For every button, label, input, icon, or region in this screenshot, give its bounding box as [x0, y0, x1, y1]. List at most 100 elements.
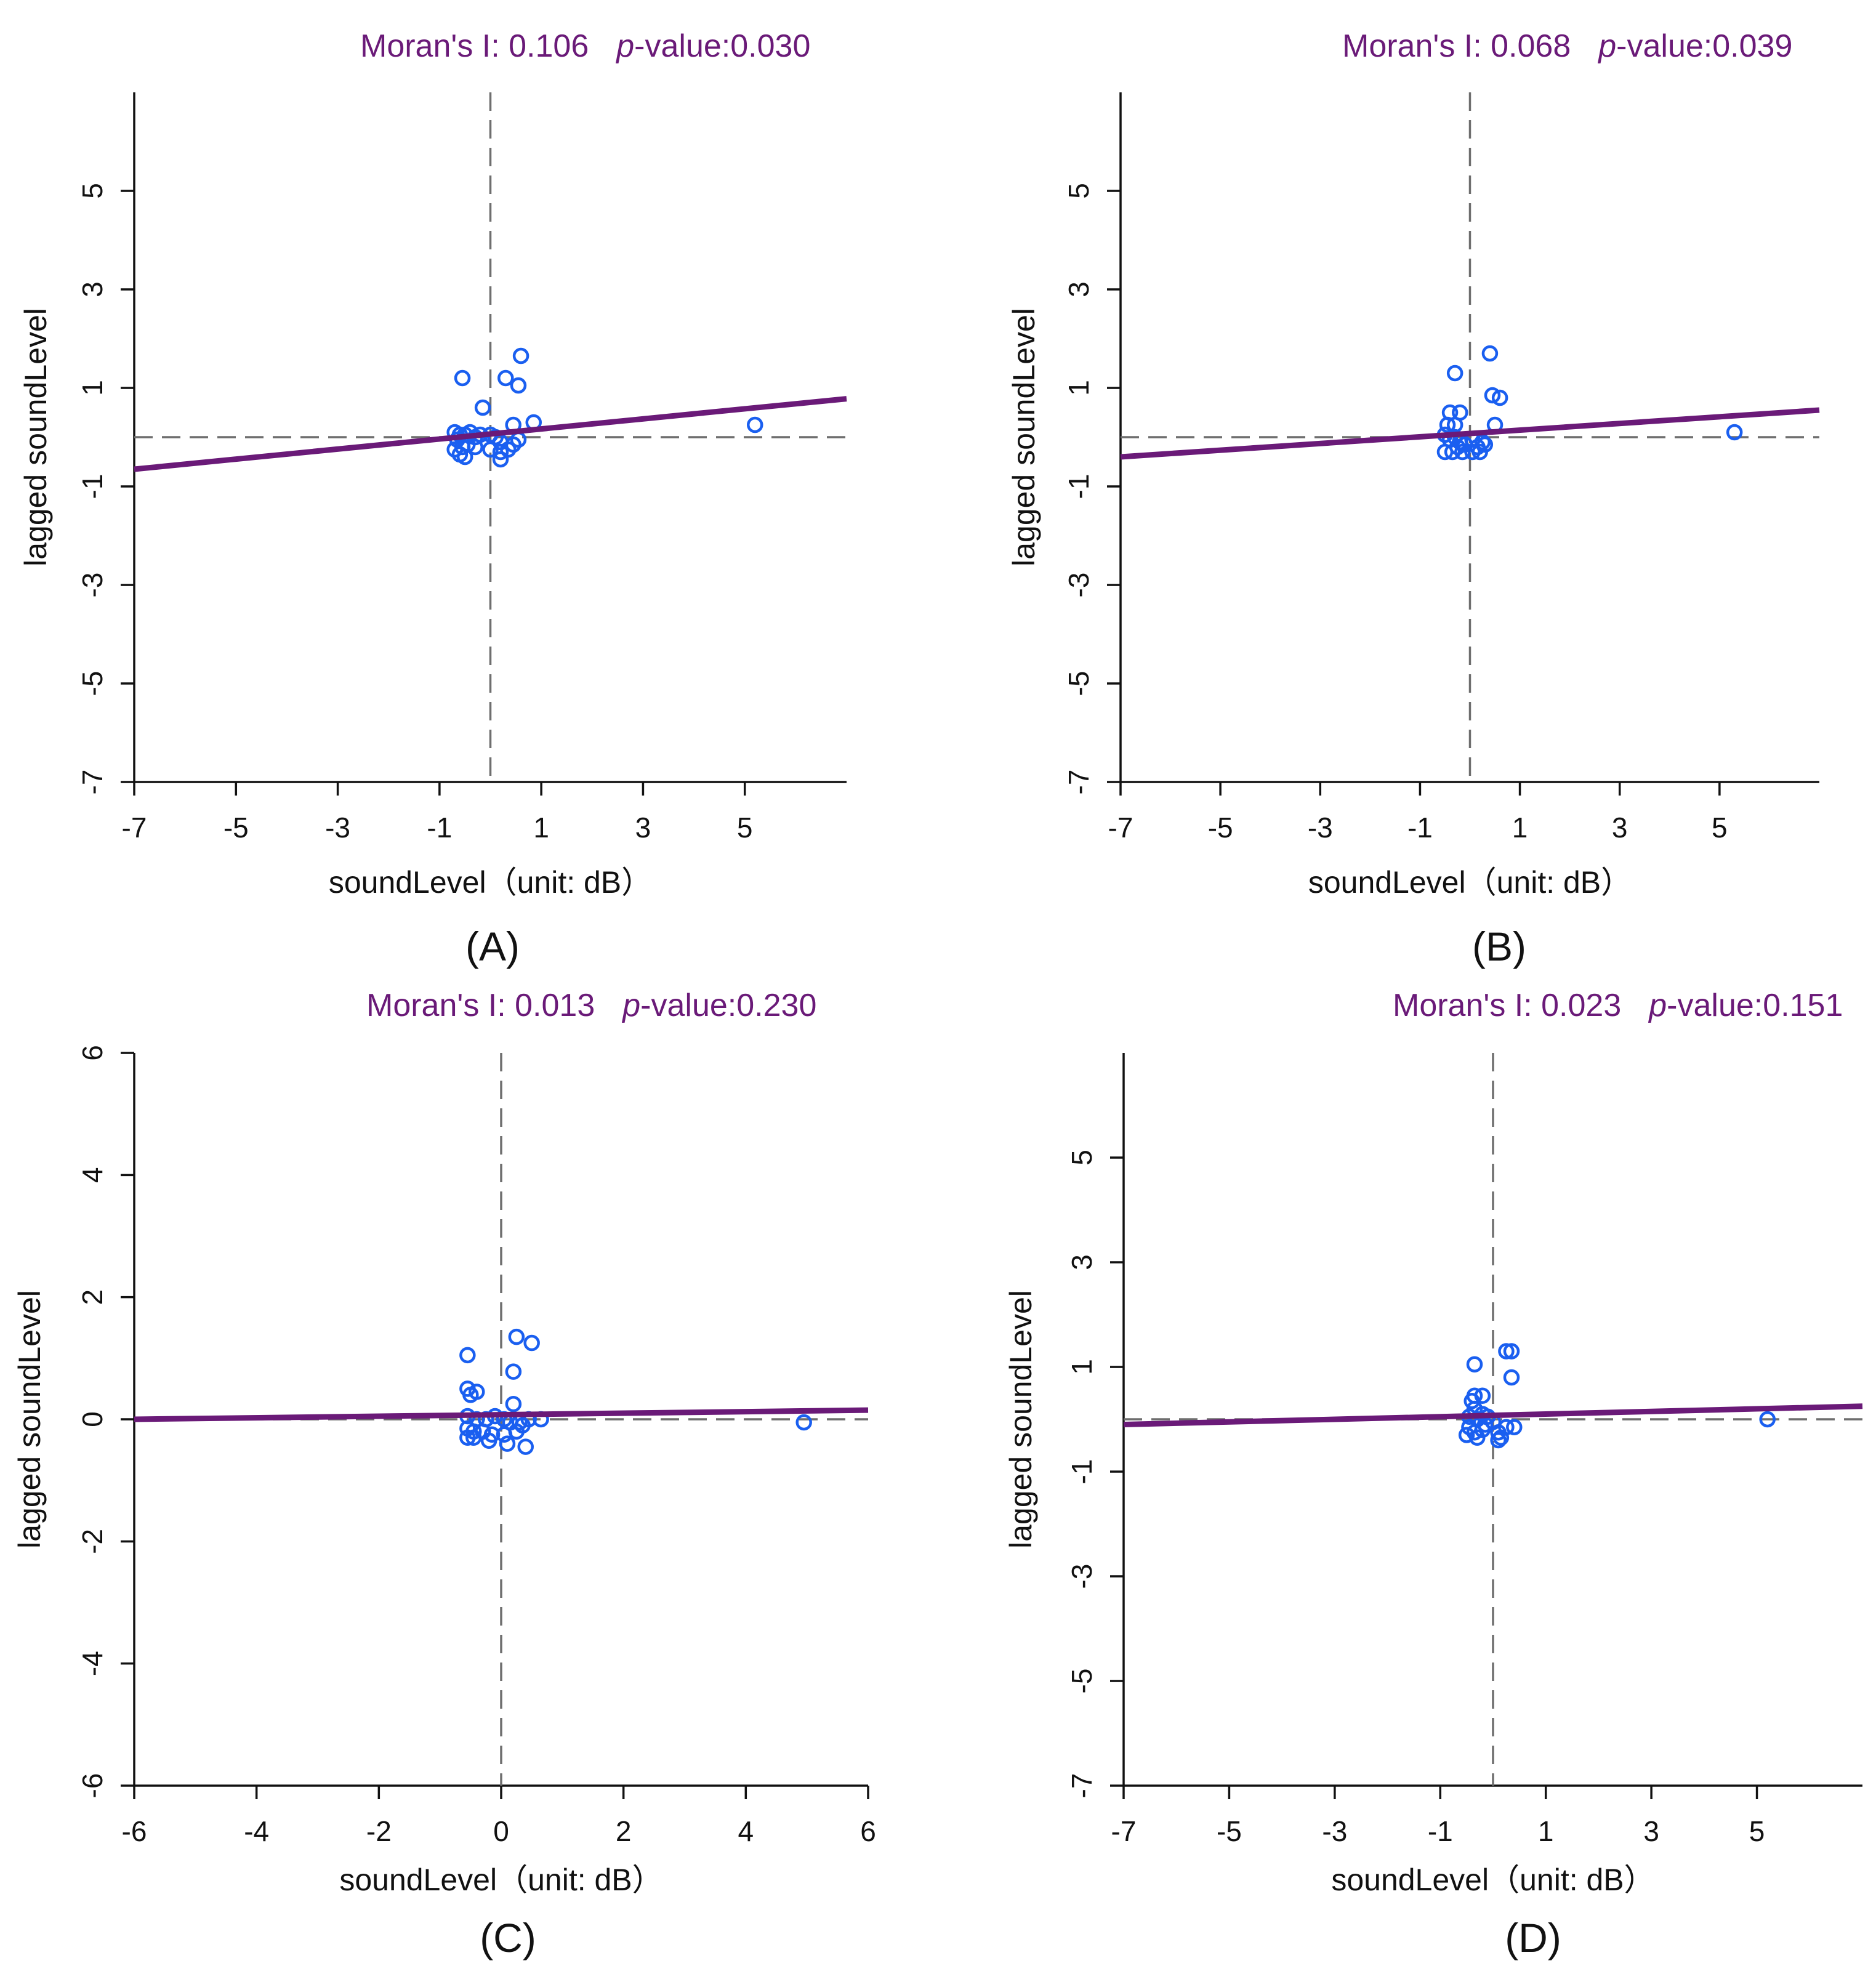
p-value-label: -value:0.151: [1667, 988, 1843, 1023]
moran-stat: Moran's I: 0.023 p-value:0.151: [1393, 988, 1843, 1023]
y-tick-label: 3: [1063, 281, 1095, 297]
y-tick-label: -7: [1063, 770, 1095, 795]
x-tick-label: 3: [1643, 1815, 1659, 1847]
data-point: [795, 1414, 812, 1431]
y-tick-label: 3: [76, 281, 108, 297]
x-tick-label: -6: [122, 1815, 147, 1847]
data-point: [474, 399, 491, 416]
p-italic: p: [621, 988, 640, 1023]
y-axis-label: lagged soundLevel: [1004, 1290, 1038, 1549]
panel-label: (C): [480, 1915, 536, 1961]
data-point: [1466, 1356, 1483, 1372]
data-point: [1444, 443, 1461, 461]
y-tick-label: -7: [1066, 1773, 1098, 1799]
data-point: [497, 369, 514, 387]
p-value-label: -value:0.230: [640, 988, 816, 1023]
moran-i-label: Moran's I: 0.013: [366, 988, 595, 1023]
scatter-panel-a: -7 -5 -3 -1 1 3 5 -7 -5 -3 -1 1 3 5 Moran's I: 0.106 p-…: [18, 28, 847, 969]
data-point: [1490, 1432, 1507, 1449]
data-point: [510, 377, 527, 394]
y-axis-label: lagged soundLevel: [12, 1290, 47, 1549]
data-point: [1439, 416, 1456, 433]
x-tick-label: -1: [1428, 1815, 1453, 1847]
regression-line: [1123, 1403, 1863, 1427]
x-tick-label: 5: [737, 812, 753, 844]
data-point: [492, 443, 509, 461]
data-point: [459, 1429, 476, 1446]
x-tick-label: 6: [860, 1815, 876, 1847]
data-point: [1481, 345, 1499, 362]
y-tick-label: 2: [76, 1289, 108, 1305]
data-point: [505, 1395, 522, 1413]
data-point: [446, 441, 463, 458]
x-tick-label: 1: [1512, 812, 1528, 844]
p-italic: p: [1648, 988, 1667, 1023]
y-tick-label: -5: [1063, 671, 1095, 696]
data-point: [500, 441, 517, 458]
regression-line: [1120, 407, 1820, 460]
x-tick-label: 1: [533, 812, 549, 844]
data-point: [1503, 1369, 1520, 1386]
y-tick-label: -5: [1066, 1669, 1098, 1694]
y-tick-label: -2: [76, 1529, 108, 1554]
data-point: [462, 1387, 479, 1403]
panel-label: (A): [465, 924, 520, 969]
data-point: [1458, 1427, 1475, 1443]
data-point: [1476, 436, 1494, 453]
x-axis-label: soundLevel（unit: dB）: [1331, 1863, 1654, 1897]
data-point: [465, 1429, 482, 1446]
x-tick-label: -7: [1111, 1815, 1137, 1847]
moran-stat: Moran's I: 0.013 p-value:0.230: [366, 988, 816, 1023]
x-tick-label: -7: [122, 812, 147, 844]
x-tick-label: 0: [493, 1815, 509, 1847]
regression-line: [134, 396, 847, 472]
y-tick-label: 5: [1063, 183, 1095, 199]
data-point: [505, 1363, 522, 1380]
scatter-panel-c: -6 -4 -2 0 2 4 6 -6 -4 -2 0 2 4 6 Moran's I: 0.013 p-va…: [12, 988, 876, 1961]
x-axis-label: soundLevel（unit: dB）: [339, 1863, 662, 1897]
x-tick-label: -1: [1407, 812, 1433, 844]
scatter-panel-d: -7 -5 -3 -1 1 3 5 -7 -5 -3 -1 1 3 5 Moran's I: 0.023 p-…: [1004, 988, 1863, 1961]
y-tick-label: 3: [1066, 1254, 1098, 1270]
moran-stat: Moran's I: 0.106 p-value:0.030: [360, 28, 810, 64]
data-point: [1454, 443, 1471, 461]
y-tick-label: -3: [76, 573, 108, 598]
data-point: [1464, 443, 1481, 461]
y-tick-label: 5: [1066, 1150, 1098, 1166]
x-tick-label: 5: [1712, 812, 1728, 844]
y-tick-label: -7: [76, 770, 108, 795]
y-tick-label: -1: [76, 474, 108, 499]
moran-i-label: Moran's I: 0.023: [1393, 988, 1621, 1023]
x-tick-label: -5: [1208, 812, 1233, 844]
y-tick-label: -4: [76, 1651, 108, 1676]
x-tick-label: 4: [738, 1815, 754, 1847]
x-axis-label: soundLevel（unit: dB）: [1308, 865, 1632, 900]
y-tick-label: -1: [1066, 1459, 1098, 1485]
scatter-panel-b: -7 -5 -3 -1 1 3 5 -7 -5 -3 -1 1 3 5 Moran's I: 0.068 p-…: [1007, 28, 1820, 969]
data-point: [1503, 1343, 1520, 1360]
panel-label: (B): [1472, 924, 1526, 969]
data-point: [1491, 389, 1508, 406]
x-tick-label: -3: [1308, 812, 1333, 844]
x-tick-label: -4: [244, 1815, 269, 1847]
data-point: [1463, 1393, 1480, 1409]
p-italic: p: [1597, 28, 1616, 64]
moran-i-label: Moran's I: 0.068: [1342, 28, 1571, 64]
y-tick-label: 6: [76, 1045, 108, 1061]
x-tick-label: 3: [1612, 812, 1628, 844]
data-point: [492, 451, 509, 468]
data-point: [512, 347, 529, 365]
y-tick-label: 5: [76, 183, 108, 199]
y-tick-label: 1: [1063, 380, 1095, 396]
data-point: [482, 441, 499, 458]
data-point: [508, 1328, 525, 1345]
x-tick-label: 2: [616, 1815, 632, 1847]
y-tick-label: 1: [76, 380, 108, 396]
p-value-label: -value:0.039: [1616, 28, 1792, 64]
moran-stat: Moran's I: 0.068 p-value:0.039: [1342, 28, 1792, 64]
data-point: [454, 369, 471, 387]
x-tick-label: 1: [1538, 1815, 1554, 1847]
p-italic: p: [615, 28, 634, 64]
y-tick-label: -6: [76, 1773, 108, 1799]
